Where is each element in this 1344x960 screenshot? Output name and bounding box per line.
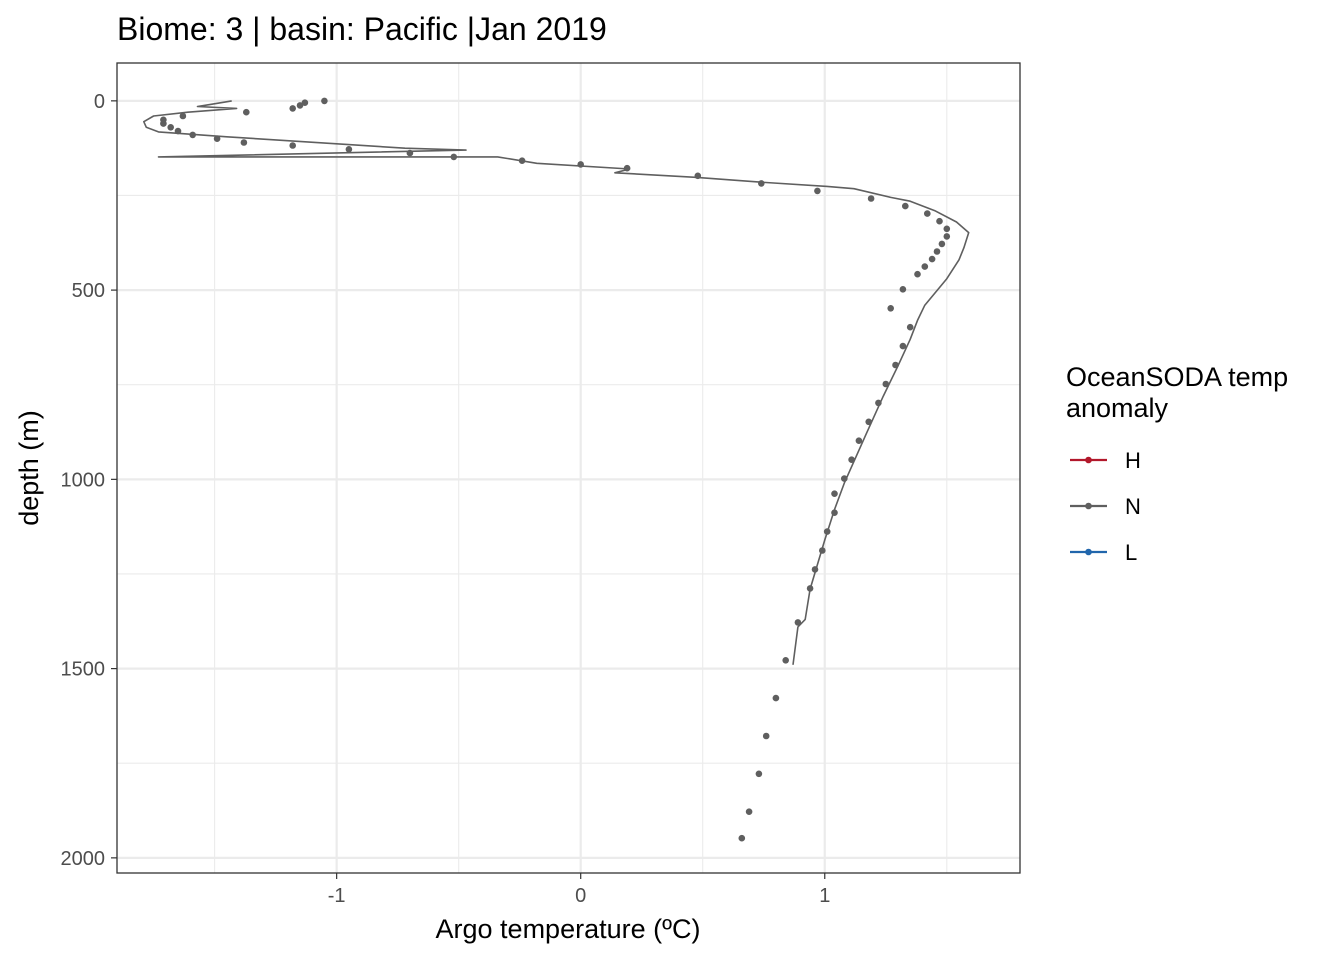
- x-tick-label: -1: [328, 885, 346, 907]
- legend-key-point-H: [1085, 456, 1092, 464]
- data-point: [943, 233, 951, 240]
- legend-title: OceanSODA temp: [1066, 362, 1288, 392]
- data-point: [174, 127, 182, 135]
- data-point: [794, 619, 802, 626]
- chart-title: Biome: 3 | basin: Pacific |Jan 2019: [117, 11, 607, 47]
- y-tick-label: 0: [94, 91, 105, 113]
- data-point: [819, 547, 826, 554]
- data-point: [936, 217, 943, 225]
- data-point: [831, 490, 838, 498]
- data-point: [738, 834, 746, 842]
- data-point: [899, 286, 907, 293]
- data-point: [943, 225, 951, 233]
- y-axis-title: depth (m): [14, 410, 44, 526]
- data-point: [745, 808, 753, 815]
- plot-data: [143, 97, 970, 842]
- data-point: [831, 509, 838, 516]
- data-point: [814, 187, 821, 195]
- grid: [117, 63, 1020, 873]
- legend-key-point-L: [1085, 548, 1092, 556]
- data-point: [938, 240, 946, 248]
- data-point: [755, 770, 763, 778]
- data-point: [167, 124, 174, 131]
- y-tick-label: 1500: [61, 659, 106, 681]
- data-point: [321, 97, 328, 105]
- y-tick-label: 500: [72, 280, 105, 302]
- x-axis-title: Argo temperature (ºC): [436, 914, 701, 944]
- data-point: [867, 195, 875, 202]
- data-point: [450, 153, 458, 161]
- series-line-N: [143, 100, 970, 665]
- data-point: [875, 399, 882, 407]
- data-point: [289, 142, 297, 149]
- data-point: [345, 146, 353, 153]
- data-point: [301, 99, 309, 106]
- data-point: [892, 361, 899, 369]
- data-point: [762, 732, 770, 740]
- data-point: [179, 112, 187, 120]
- data-point: [914, 270, 921, 278]
- data-point: [865, 418, 872, 426]
- data-point: [921, 263, 929, 270]
- data-point: [928, 255, 936, 263]
- data-point: [189, 131, 196, 139]
- data-point: [213, 135, 221, 142]
- data-point: [906, 323, 914, 331]
- y-tick-label: 1000: [61, 469, 106, 491]
- data-point: [806, 585, 814, 592]
- legend-key-point-N: [1085, 502, 1092, 510]
- data-point: [848, 456, 855, 464]
- legend-label-H: H: [1125, 448, 1141, 473]
- data-point: [782, 657, 789, 664]
- data-point: [577, 161, 584, 168]
- data-point: [758, 180, 765, 187]
- data-point: [296, 102, 304, 109]
- data-point: [855, 437, 863, 445]
- x-tick-label: 1: [819, 885, 830, 907]
- data-point: [823, 528, 831, 535]
- legend-title: anomaly: [1066, 393, 1169, 423]
- data-point: [289, 105, 297, 112]
- data-point: [160, 120, 167, 127]
- data-point: [811, 566, 819, 573]
- legend-label-N: N: [1125, 494, 1141, 519]
- y-tick-label: 2000: [61, 848, 106, 870]
- data-point: [240, 139, 248, 146]
- data-point: [243, 108, 250, 116]
- data-point: [902, 202, 909, 210]
- data-point: [887, 305, 894, 312]
- data-point: [406, 149, 414, 157]
- data-point: [772, 694, 780, 702]
- x-tick-label: 0: [575, 885, 586, 907]
- panel-border: [116, 62, 1021, 874]
- data-point: [518, 157, 526, 164]
- data-point: [933, 248, 941, 255]
- data-point: [694, 172, 702, 180]
- legend-label-L: L: [1125, 540, 1137, 565]
- data-point: [924, 210, 931, 217]
- data-point: [841, 475, 848, 482]
- data-point: [899, 342, 907, 350]
- axes: -1 0 1 0 500 1000 1500 2000: [61, 91, 831, 907]
- data-point: [882, 380, 890, 388]
- data-point: [623, 164, 631, 172]
